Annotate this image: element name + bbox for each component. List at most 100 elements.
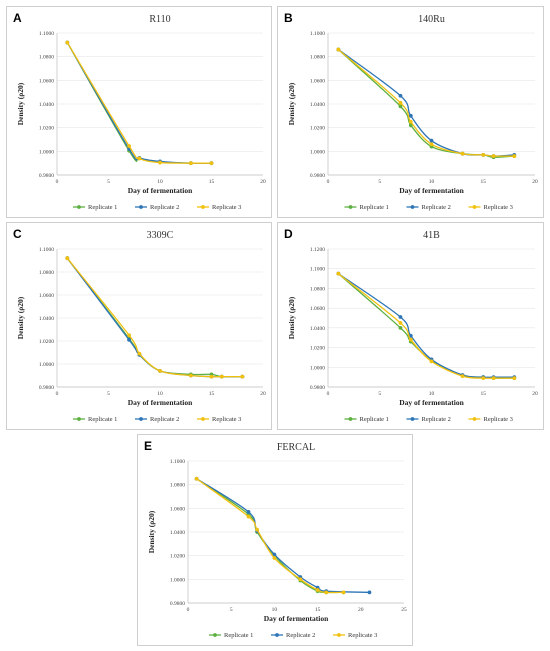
x-tick-label: 10 xyxy=(272,607,278,613)
data-point xyxy=(408,123,413,128)
chart-panel-e: E FERCAL 0.9800 1.0000 1.0200 1.0400 1.0600 1.0… xyxy=(137,434,413,646)
legend-marker xyxy=(77,417,81,421)
y-tick-label: 1.0600 xyxy=(310,306,325,312)
x-tick-label: 10 xyxy=(429,179,435,185)
legend-label: Replicate 3 xyxy=(348,632,377,639)
x-tick-label: 15 xyxy=(315,607,321,613)
data-point xyxy=(398,321,403,325)
data-point xyxy=(398,325,403,330)
data-point xyxy=(127,144,131,148)
y-tick-label: 1.0200 xyxy=(39,339,54,345)
y-tick-label: 1.0600 xyxy=(310,78,325,84)
legend-label: Replicate 2 xyxy=(422,204,451,211)
y-axis-label: Density (ρ20) xyxy=(16,82,25,125)
data-point xyxy=(65,256,70,261)
data-point xyxy=(219,374,224,379)
legend-label: Replicate 1 xyxy=(360,416,389,423)
chart-title: FERCAL xyxy=(277,442,315,453)
legend-marker xyxy=(201,417,205,421)
y-tick-label: 1.0400 xyxy=(170,530,185,536)
y-tick-label: 1.0200 xyxy=(310,346,325,352)
data-point xyxy=(137,351,142,356)
legend-marker xyxy=(410,417,415,421)
legend-marker xyxy=(275,633,279,637)
data-point xyxy=(398,93,403,98)
y-tick-label: 1.0800 xyxy=(39,55,54,61)
data-point xyxy=(194,476,199,481)
legend-marker xyxy=(348,205,353,209)
x-axis-label: Day of fermentation xyxy=(399,398,464,407)
data-point xyxy=(209,374,214,379)
data-point xyxy=(481,376,486,381)
series-line-2 xyxy=(66,257,243,378)
legend-label: Replicate 2 xyxy=(150,416,179,423)
y-tick-label: 1.0400 xyxy=(39,316,54,322)
y-tick-label: 1.0600 xyxy=(39,293,54,299)
legend-marker xyxy=(139,417,143,421)
y-tick-label: 1.0600 xyxy=(39,78,54,84)
x-axis-label: Day of fermentation xyxy=(399,186,464,195)
data-point xyxy=(272,556,277,560)
y-tick-label: 1.0200 xyxy=(310,126,325,132)
panel-letter: E xyxy=(144,439,152,453)
y-tick-label: 1.0800 xyxy=(39,270,54,276)
y-axis-label: Density (ρ20) xyxy=(16,296,25,339)
panel-letter: D xyxy=(284,227,293,241)
y-tick-label: 1.0800 xyxy=(170,483,185,489)
data-point xyxy=(408,113,413,118)
data-point xyxy=(398,104,403,109)
series-line-3 xyxy=(337,49,515,157)
data-point xyxy=(137,156,142,161)
chart-svg-c: C 3309C 0.9800 1.0000 1.0200 1.0400 1.0600 1.08… xyxy=(13,227,266,423)
x-tick-label: 10 xyxy=(157,179,163,185)
data-point xyxy=(408,333,413,338)
chart-svg-a: A R110 0.9800 1.0000 1.0200 1.0400 1.0600 1.080… xyxy=(13,11,266,211)
series-line-1 xyxy=(337,273,515,379)
x-tick-label: 5 xyxy=(107,391,110,397)
series-line-3 xyxy=(337,273,515,379)
data-point xyxy=(341,590,346,595)
y-tick-label: 0.9800 xyxy=(39,173,54,179)
data-point xyxy=(398,315,403,319)
x-tick-label: 0 xyxy=(56,179,59,185)
legend-label: Replicate 2 xyxy=(286,632,315,639)
y-tick-label: 1.1000 xyxy=(310,267,325,273)
data-point xyxy=(298,577,303,582)
y-tick-label: 1.1000 xyxy=(39,31,54,37)
legend-label: Replicate 1 xyxy=(224,632,253,639)
series-line-1 xyxy=(66,257,243,378)
legend-marker xyxy=(213,633,217,637)
y-tick-label: 1.1000 xyxy=(170,459,185,465)
x-tick-label: 0 xyxy=(56,391,59,397)
y-tick-label: 1.0600 xyxy=(170,506,185,512)
y-tick-label: 1.0800 xyxy=(310,286,325,292)
data-point xyxy=(460,151,465,156)
series-line-1 xyxy=(66,42,212,164)
data-point xyxy=(240,374,245,379)
y-tick-label: 1.1200 xyxy=(310,247,325,253)
x-tick-label: 5 xyxy=(378,391,381,397)
series-line-2 xyxy=(66,42,212,164)
data-point xyxy=(158,369,162,373)
y-tick-label: 1.0400 xyxy=(310,326,325,332)
series-line-2 xyxy=(337,273,515,378)
data-point xyxy=(189,373,193,378)
chart-panel-c: C 3309C 0.9800 1.0000 1.0200 1.0400 1.0600 1.08… xyxy=(6,222,272,430)
data-point xyxy=(65,40,70,45)
x-tick-label: 0 xyxy=(327,391,330,397)
data-point xyxy=(398,100,403,105)
series-line-3 xyxy=(66,257,243,378)
y-axis-label: Density (ρ20) xyxy=(287,296,296,339)
data-point xyxy=(127,333,131,338)
x-axis-label: Day of fermentation xyxy=(128,186,193,195)
legend-label: Replicate 3 xyxy=(484,204,513,211)
y-tick-label: 1.0000 xyxy=(39,362,54,368)
x-tick-label: 15 xyxy=(209,391,215,397)
data-point xyxy=(324,590,329,595)
legend-label: Replicate 1 xyxy=(88,204,117,211)
data-point xyxy=(408,119,413,124)
data-point xyxy=(367,590,372,595)
y-axis-label: Density (ρ20) xyxy=(287,82,296,125)
x-tick-label: 15 xyxy=(481,391,487,397)
data-point xyxy=(429,138,434,143)
